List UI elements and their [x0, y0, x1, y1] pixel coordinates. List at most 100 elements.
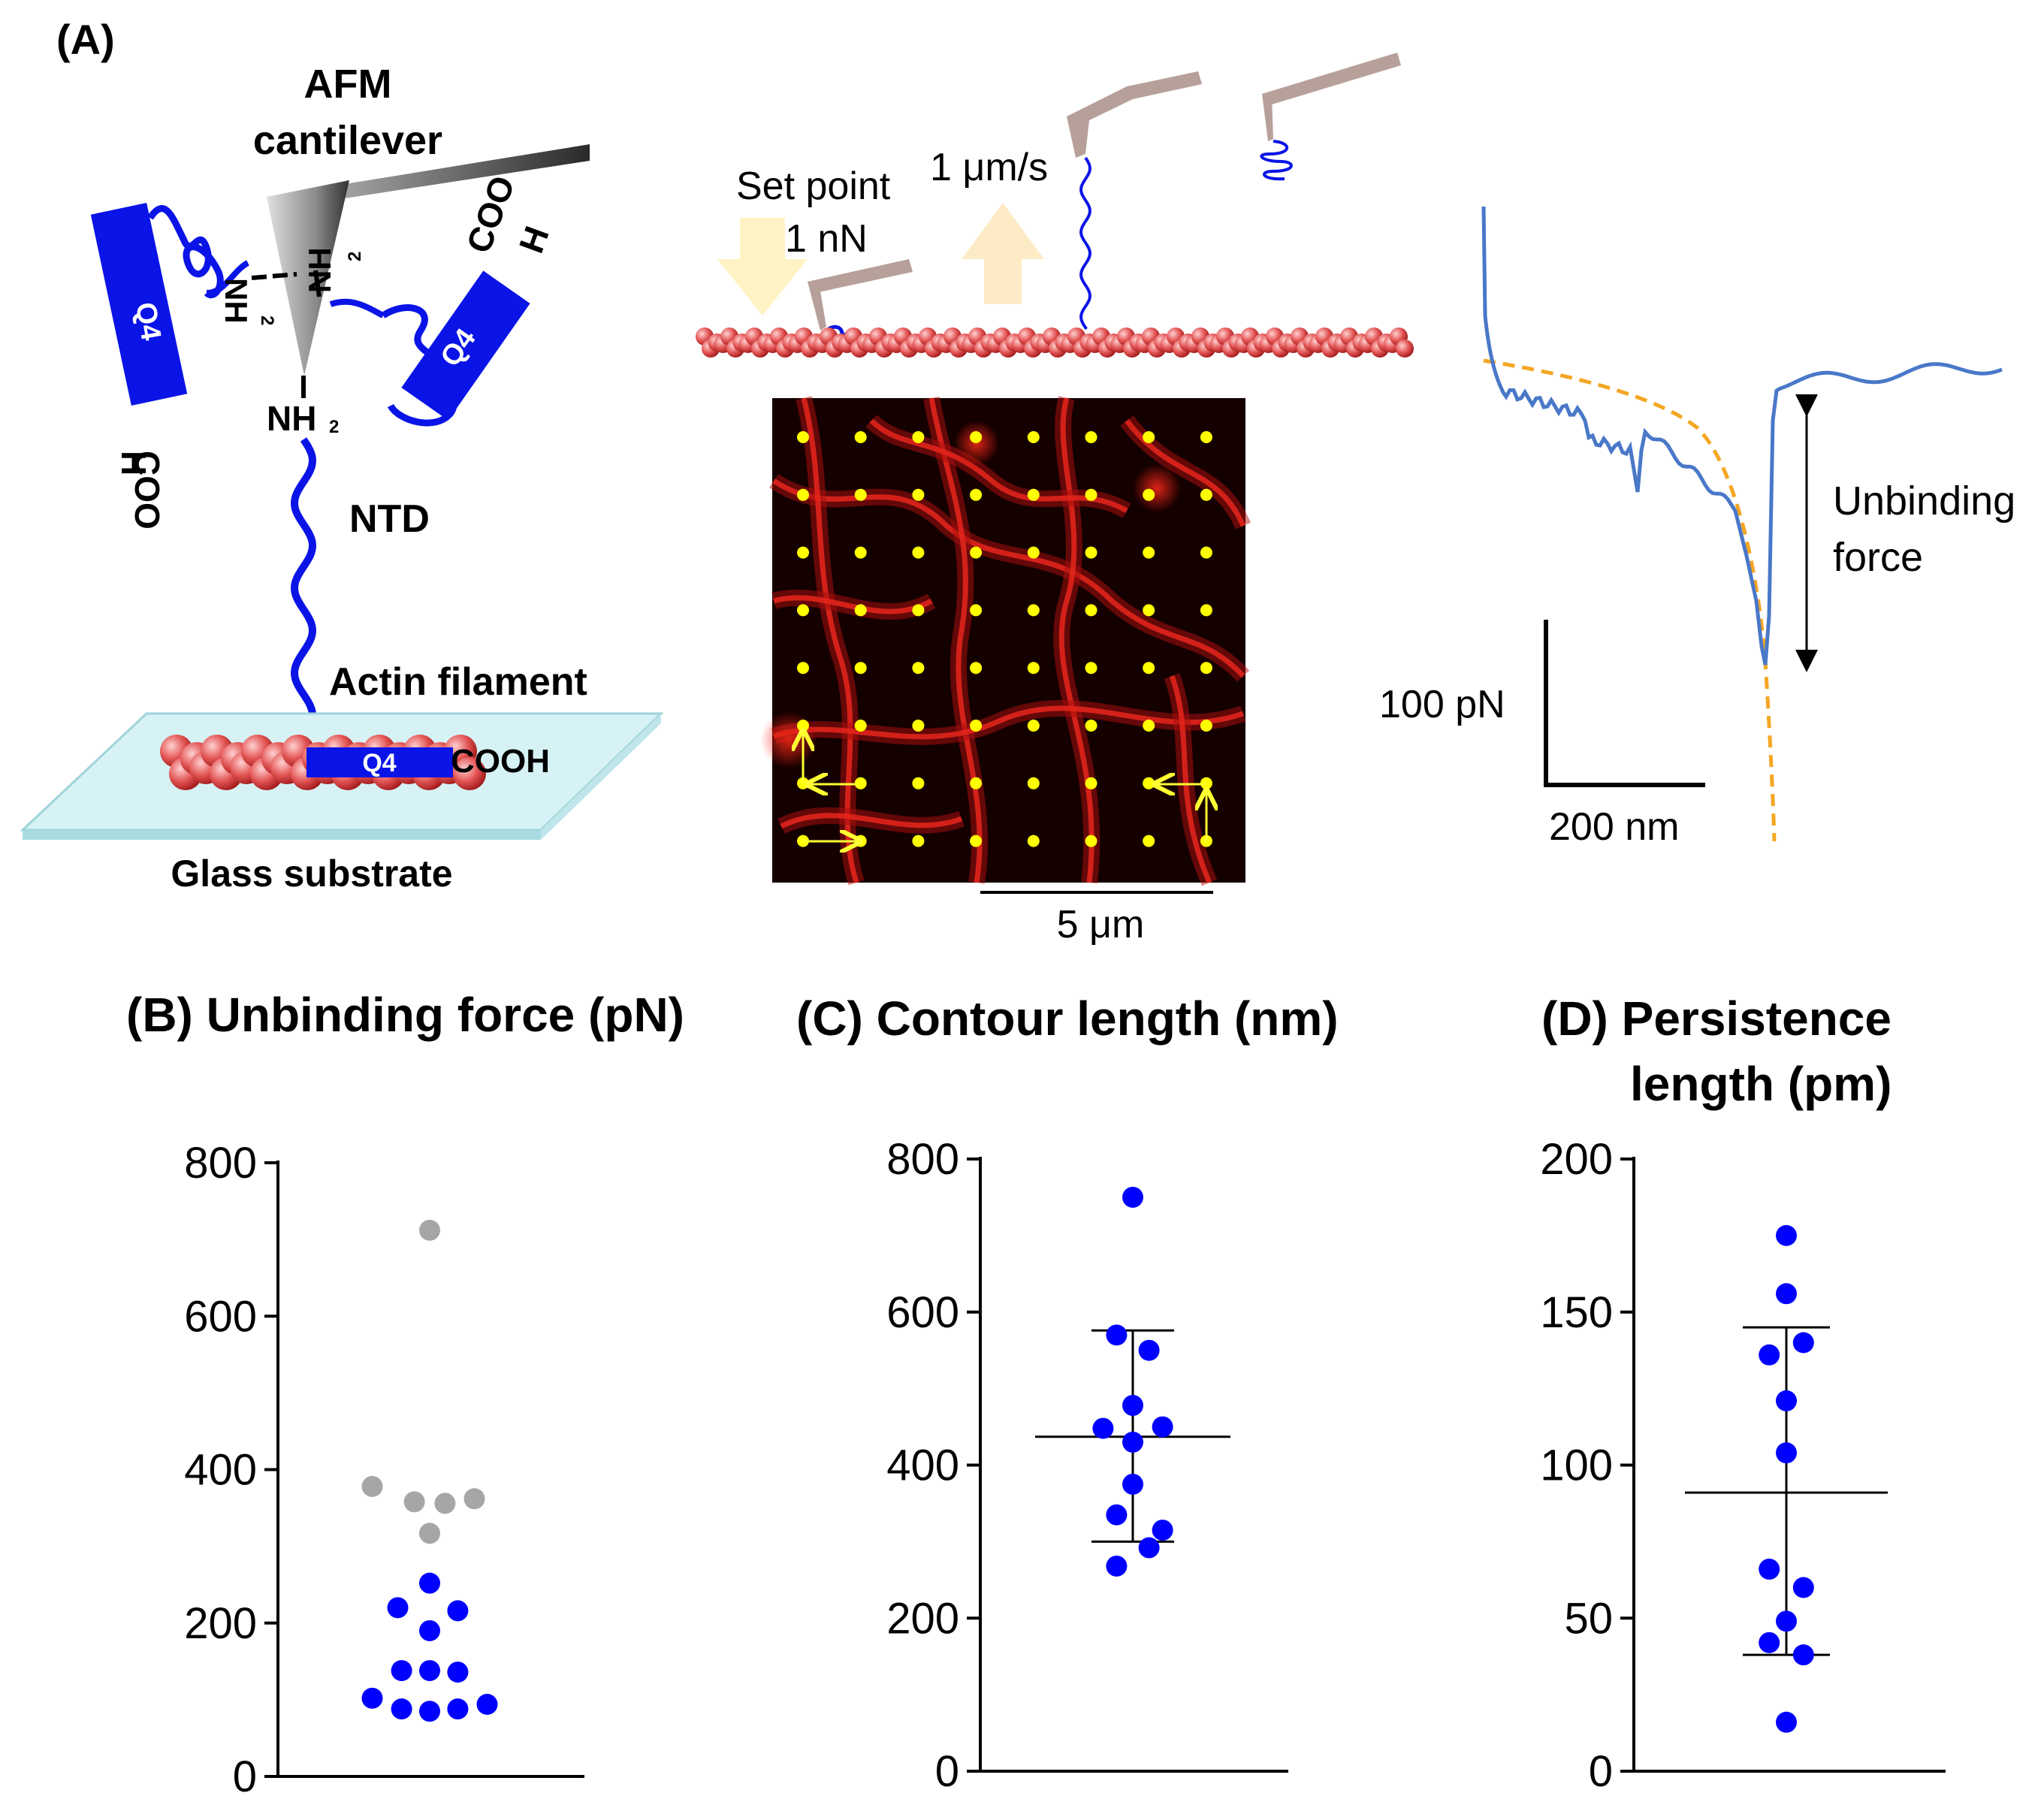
grid-point — [1027, 835, 1040, 847]
actin-bead — [453, 757, 486, 790]
data-point — [434, 1493, 456, 1514]
actin-filament-mid — [696, 327, 1414, 358]
grid-point — [912, 604, 925, 617]
grid-point — [1027, 546, 1040, 559]
grid-point — [970, 604, 983, 617]
data-point — [447, 1698, 469, 1720]
grid-point — [970, 835, 983, 847]
data-point — [476, 1694, 498, 1716]
ntd-label: NTD — [349, 497, 430, 541]
data-point — [447, 1662, 469, 1683]
grid-point — [797, 546, 809, 559]
data-point — [1776, 1390, 1797, 1411]
data-point — [1792, 1644, 1814, 1666]
unbinding-label: Unbinding — [1833, 478, 2015, 524]
grid-point — [912, 835, 925, 847]
data-point — [419, 1660, 440, 1682]
panel-d-chart: (D) Persistence length (pm) 0 50 100 150 200 — [1540, 992, 1946, 1796]
data-point — [1122, 1186, 1143, 1208]
panel-b-title: (B) Unbinding force (pN) — [126, 988, 684, 1042]
scale-dist-label: 200 nm — [1549, 805, 1679, 849]
q4-domain-right: Q4 — [329, 270, 530, 427]
actin-label: Actin filament — [329, 660, 587, 704]
q4-bound — [306, 747, 453, 777]
grid-point — [1027, 777, 1040, 789]
ntd-chain — [290, 437, 317, 751]
data-point — [1792, 1577, 1814, 1598]
afm-label: AFM — [304, 62, 392, 107]
data-point — [1138, 1537, 1160, 1559]
svg-text:2: 2 — [345, 252, 365, 261]
grid-point — [1143, 835, 1155, 847]
grid-point — [1200, 720, 1212, 732]
setpoint-value: 1 nN — [785, 217, 868, 261]
h-right: H — [512, 221, 557, 258]
data-point — [419, 1523, 440, 1544]
data-point — [463, 1488, 485, 1510]
panel-d-title-line2: length (pm) — [1630, 1057, 1892, 1111]
grid-point — [1027, 662, 1040, 675]
wlc-fit-curve — [1483, 358, 1777, 842]
grid-point — [1143, 488, 1155, 501]
y-tick-label: 200 — [886, 1594, 959, 1643]
y-tick-label: 0 — [1589, 1747, 1613, 1796]
fluorescence-image — [760, 395, 1251, 886]
grid-point — [970, 488, 983, 501]
panel-a-schematic: (A) AFM cantilever Q4 NH 2 COO H Q4 NH 2… — [20, 16, 664, 895]
scale-bar-label: 5 μm — [1057, 903, 1145, 946]
data-point — [361, 1475, 383, 1497]
grid-point — [854, 546, 867, 559]
grid-point — [854, 488, 867, 501]
grid-point — [1200, 431, 1212, 443]
grid-point — [854, 662, 867, 675]
scale-force-label: 100 pN — [1379, 683, 1505, 726]
data-point — [1106, 1555, 1128, 1577]
cantilever-tip — [267, 180, 349, 376]
cantilever-retract — [1067, 71, 1202, 331]
scan-path-arrows — [803, 733, 1206, 841]
y-tick-label: 0 — [233, 1752, 257, 1801]
data-point — [1106, 1504, 1128, 1526]
grid-point — [912, 431, 925, 443]
data-point — [1759, 1631, 1780, 1653]
grid-point — [1200, 662, 1212, 675]
speed-label: 1 μm/s — [930, 146, 1048, 189]
svg-text:Q4: Q4 — [362, 749, 396, 777]
data-point — [391, 1660, 412, 1682]
data-point — [447, 1600, 469, 1622]
grid-point — [1200, 546, 1212, 559]
grid-point — [797, 720, 809, 732]
panel-a-label: (A) — [56, 16, 115, 63]
grid-point — [1027, 431, 1040, 443]
approach-arrow — [717, 218, 808, 315]
y-tick-label: 100 — [1540, 1441, 1613, 1490]
grid-point — [1200, 604, 1212, 617]
linker-left — [251, 272, 297, 280]
grid-point — [970, 431, 983, 443]
grid-point — [912, 777, 925, 789]
data-point — [387, 1597, 409, 1619]
grid-point — [854, 604, 867, 617]
data-point — [361, 1687, 383, 1709]
grid-point — [1143, 662, 1155, 675]
panel-c-chart: (C) Contour length (nm) 0 200 400 600 800 — [796, 992, 1339, 1796]
grid-point — [970, 720, 983, 732]
grid-point — [1085, 431, 1097, 443]
y-tick-label: 600 — [184, 1292, 257, 1341]
data-point — [1776, 1224, 1797, 1246]
data-point — [419, 1572, 440, 1594]
q4-domain-left: Q4 — [90, 202, 250, 406]
grid-point — [1085, 720, 1097, 732]
grid-point — [1143, 431, 1155, 443]
grid-point — [912, 488, 925, 501]
h-left: H — [114, 451, 153, 475]
grid-point — [1085, 662, 1097, 675]
setpoint-label: Set point — [736, 164, 891, 208]
data-point — [1776, 1610, 1797, 1632]
panel-d-title-line1: (D) Persistence — [1541, 992, 1892, 1046]
grid-point — [970, 662, 983, 675]
coo-left: COO — [128, 451, 167, 530]
grid-point — [1200, 488, 1212, 501]
data-point — [1106, 1324, 1128, 1346]
grid-point — [1143, 604, 1155, 617]
